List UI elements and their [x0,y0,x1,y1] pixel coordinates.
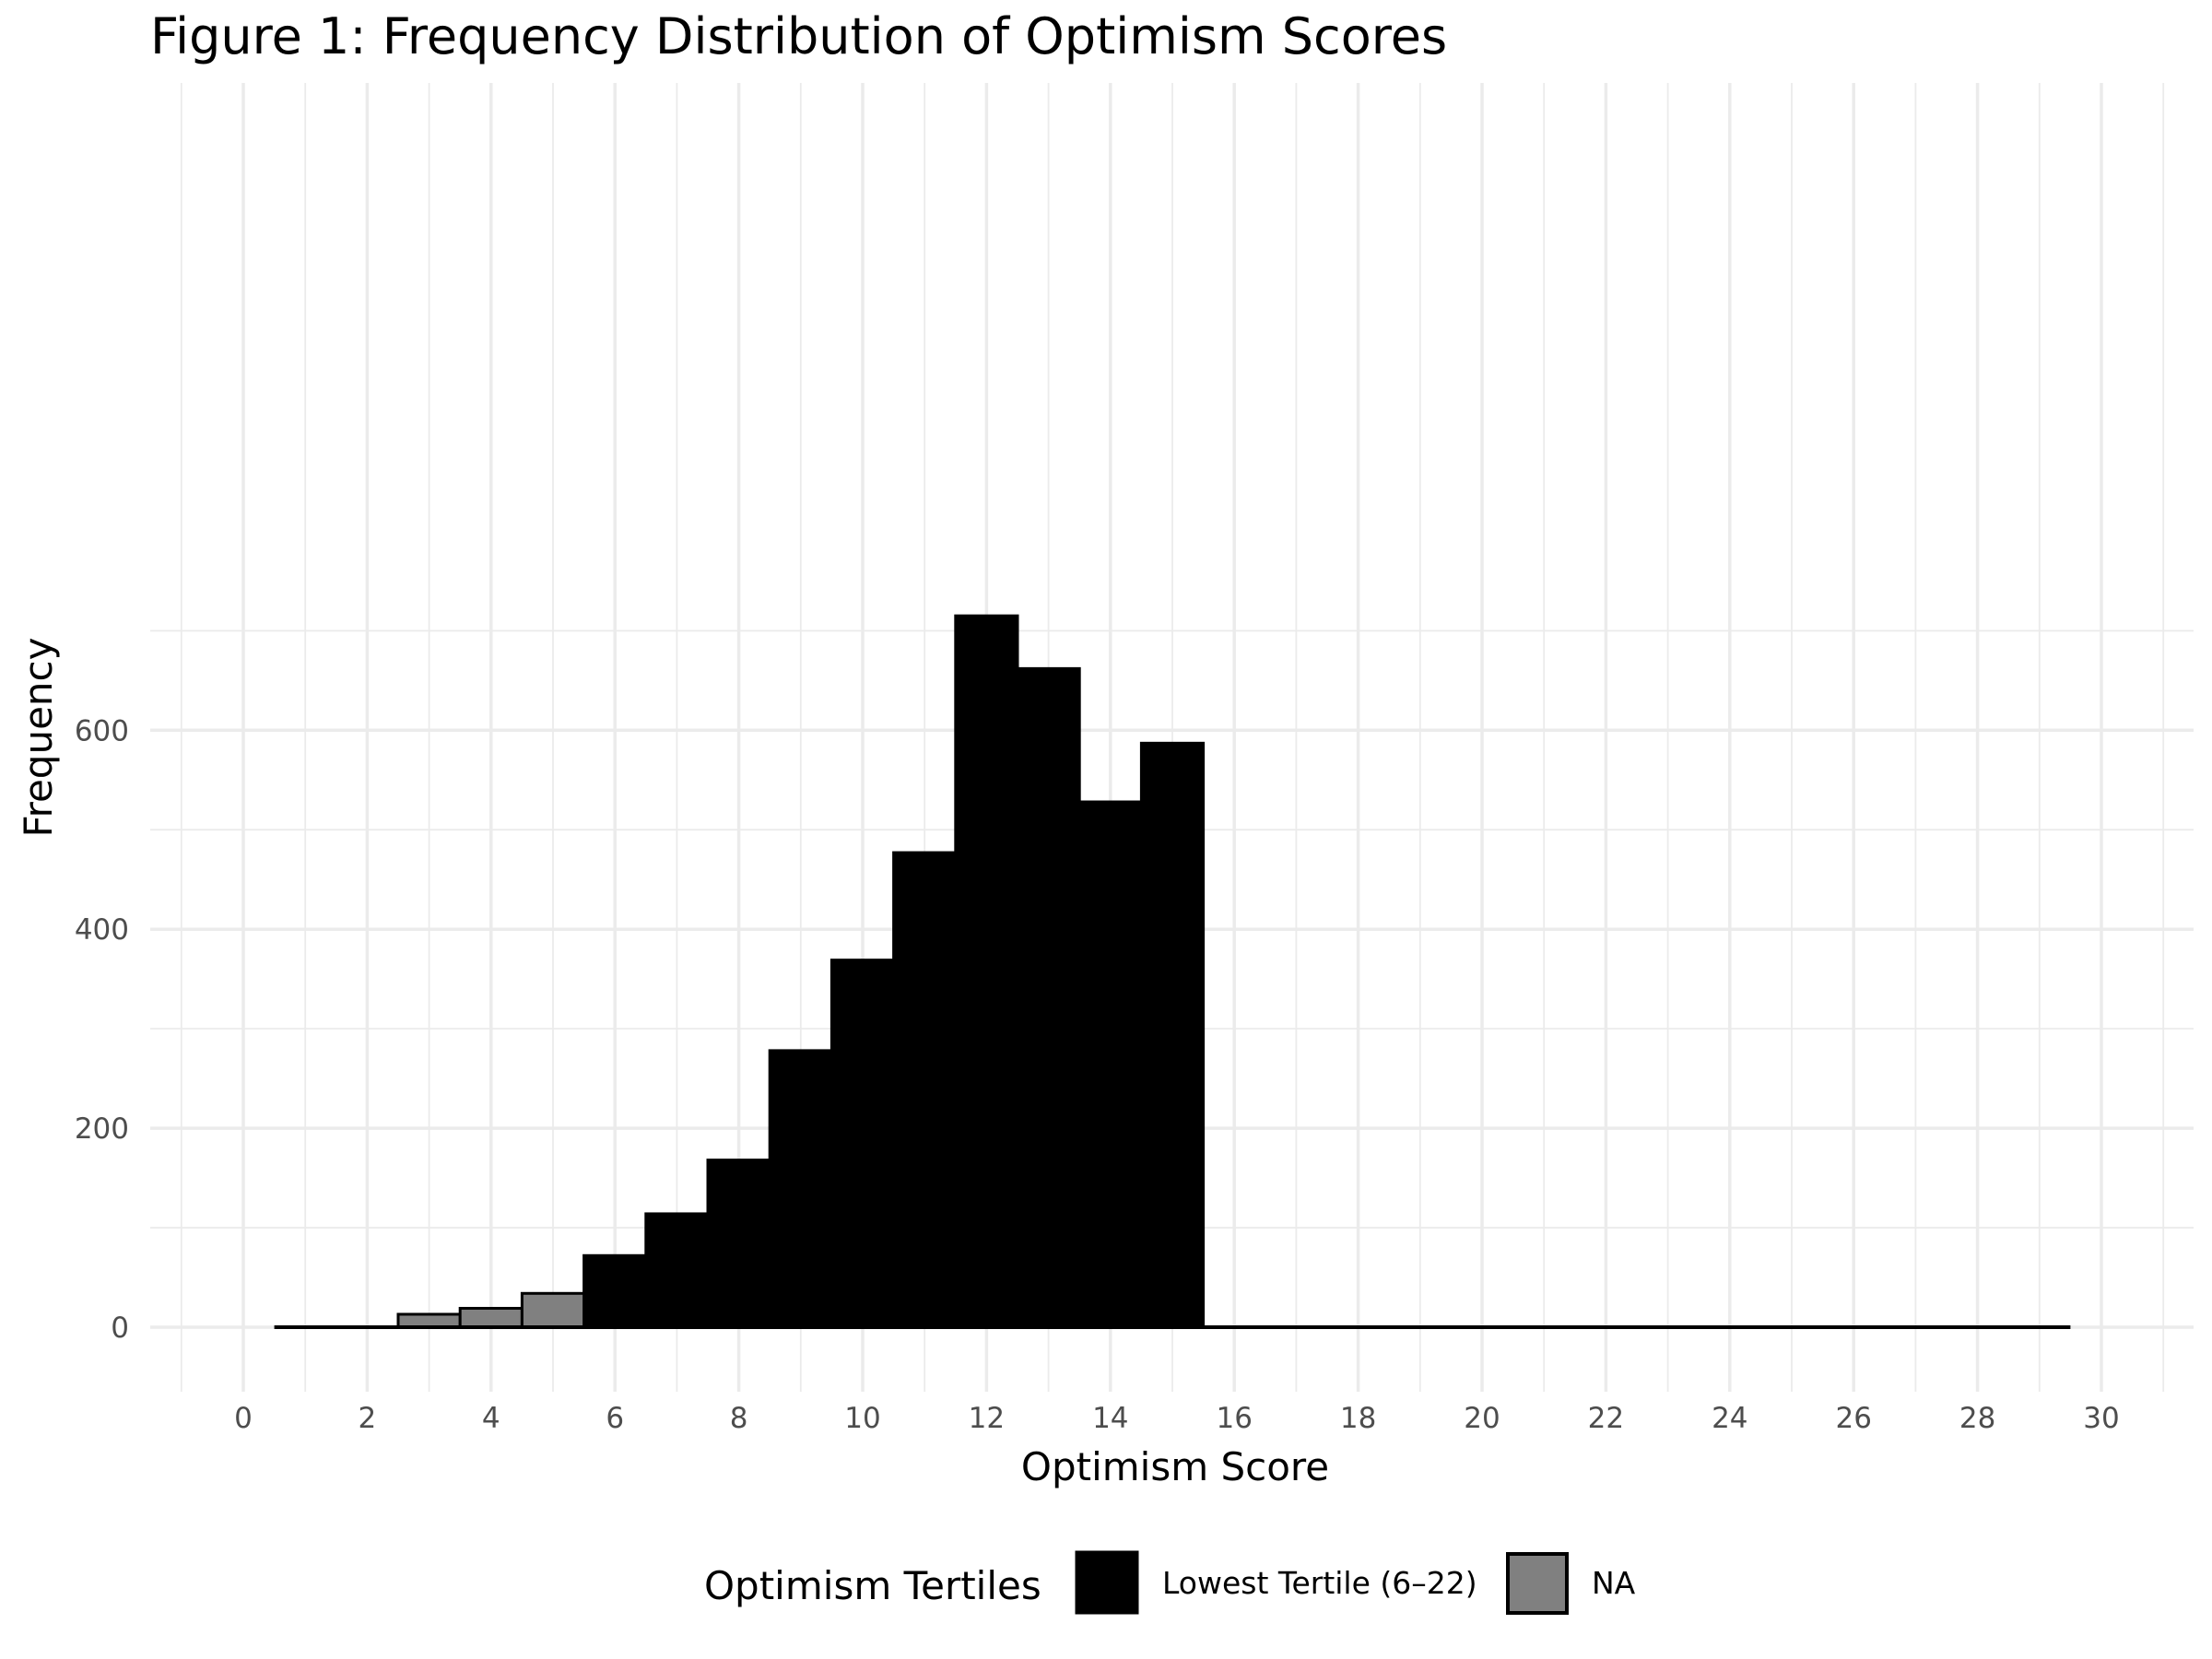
x-tick-label: 0 [234,1402,253,1435]
bars [274,614,2071,1329]
bar-lowest-tertile-9 [768,1049,833,1329]
bar-lowest-tertile-12 [954,614,1019,1329]
x-tick-label: 8 [730,1402,748,1435]
x-tick-label: 18 [1340,1402,1376,1435]
y-tick-label: 600 [75,714,129,747]
y-axis-ticks: 0 200 400 600 [75,714,129,1345]
bar-lowest-tertile-7 [644,1212,710,1329]
legend-swatch-na [1506,1552,1569,1615]
x-tick-label: 4 [482,1402,500,1435]
bar-lowest-tertile-6 [582,1253,648,1329]
bar-na-3 [396,1312,462,1329]
y-axis-title: Frequency [16,638,61,838]
y-tick-label: 0 [111,1312,129,1345]
x-axis-title: Optimism Score [1021,1444,1329,1489]
y-tick-label: 200 [75,1112,129,1146]
bar-na-4 [458,1306,524,1329]
x-tick-label: 20 [1464,1402,1500,1435]
bar-lowest-tertile-8 [706,1159,771,1329]
bar-lowest-tertile-10 [830,959,896,1329]
x-tick-label: 22 [1588,1402,1624,1435]
y-tick-label: 400 [75,913,129,947]
x-tick-label: 2 [359,1402,377,1435]
x-tick-label: 24 [1712,1402,1747,1435]
x-tick-label: 26 [1835,1402,1871,1435]
legend-swatch-lowest-tertile [1075,1550,1139,1615]
legend-label-lowest-tertile: Lowest Tertile (6–22) [1162,1565,1477,1601]
legend: Optimism Tertiles Lowest Tertile (6–22) … [704,1550,1636,1615]
bar-lowest-tertile-14 [1077,800,1143,1329]
x-tick-label: 14 [1092,1402,1128,1435]
legend-title: Optimism Tertiles [704,1563,1041,1608]
x-tick-label: 28 [1959,1402,1995,1435]
x-tick-label: 12 [969,1402,1005,1435]
x-tick-label: 16 [1216,1402,1252,1435]
bar-na-5 [520,1291,586,1329]
bar-lowest-tertile-11 [892,851,958,1329]
x-tick-label: 6 [606,1402,624,1435]
x-tick-label: 10 [844,1402,880,1435]
bar-lowest-tertile-13 [1016,666,1081,1329]
bar-lowest-tertile-15 [1139,741,1206,1329]
x-axis-ticks: 0 2 4 6 8 10 12 14 16 18 20 22 24 26 28 30 [234,1402,2120,1435]
legend-label-na: NA [1592,1565,1636,1601]
x-tick-label: 30 [2083,1402,2119,1435]
chart-title: Figure 1: Frequency Distribution of Opti… [150,7,1447,65]
